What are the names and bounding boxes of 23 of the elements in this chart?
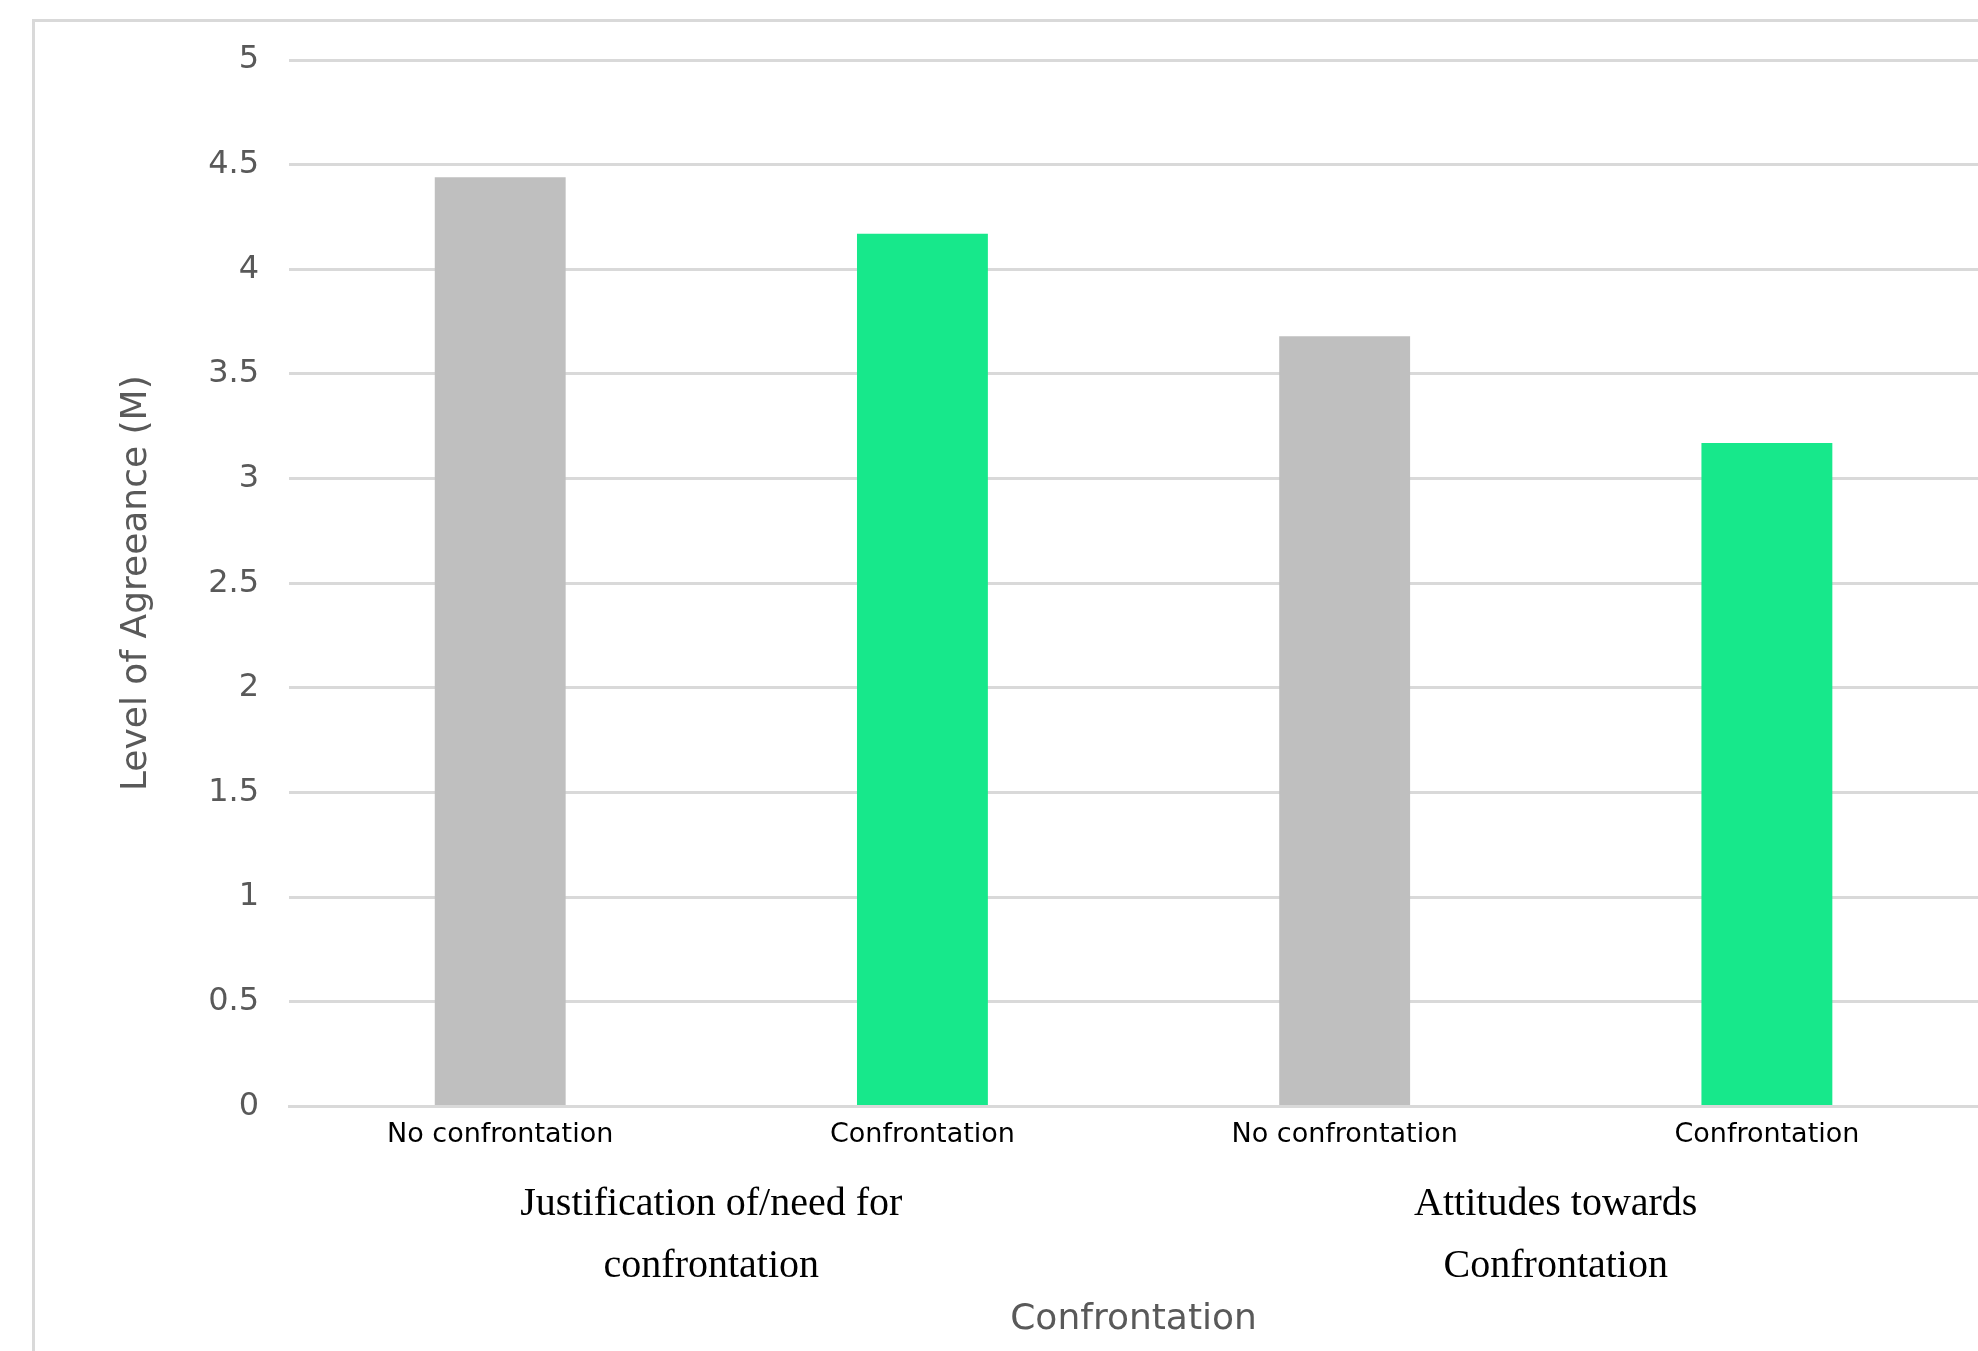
bar [1279,336,1411,1105]
bar [434,177,566,1105]
y-tick-label: 0.5 [208,980,260,1019]
x-tick-label: Confrontation [829,1116,1015,1148]
y-tick-label: 1.5 [208,770,260,809]
bar [1701,442,1833,1105]
x-tick-label: Confrontation [1674,1116,1860,1148]
y-tick-label: 4 [238,247,260,286]
x-axis-title: Confrontation [1010,1295,1257,1337]
y-tick-label: 4.5 [208,142,260,181]
y-tick-label: 5 [238,38,260,77]
y-tick-label: 2 [238,666,260,705]
y-tick-label: 1 [238,875,260,914]
x-tick-label: No confrontation [387,1116,614,1148]
y-tick-label: 3.5 [208,352,260,391]
y-tick-label: 0 [238,1084,260,1123]
text: Justification of/need for confrontation [520,1178,903,1286]
y-tick-label: 3 [238,456,260,495]
y-tick-label: 2.5 [208,561,260,600]
y-axis-title: Level of Agreeance (M) [112,375,154,792]
bar [856,233,988,1105]
x-tick-label: No confrontation [1231,1116,1458,1148]
text: Attitudes towards Confrontation [1414,1178,1698,1286]
